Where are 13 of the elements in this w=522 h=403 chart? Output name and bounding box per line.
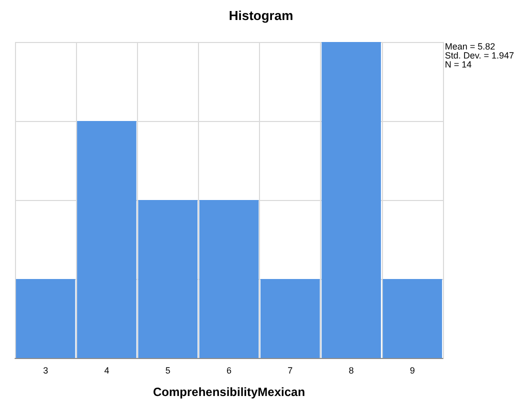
bar bbox=[382, 279, 442, 358]
x-tick-label: 6 bbox=[226, 366, 232, 376]
x-axis-title: ComprehensibilityMexican bbox=[152, 385, 306, 399]
chart-title: Histogram bbox=[228, 8, 294, 23]
bar bbox=[16, 279, 76, 358]
x-tick-label: 3 bbox=[43, 366, 48, 376]
text: Mean = 5.82 Std. Dev. = 1.947 N = 14 bbox=[444, 42, 514, 70]
x-tick-label: 5 bbox=[165, 366, 170, 376]
x-tick-label: 9 bbox=[410, 366, 415, 376]
x-tick-label: 7 bbox=[288, 366, 293, 376]
x-tick-label: 8 bbox=[348, 366, 354, 376]
bar bbox=[199, 200, 259, 358]
x-tick-label: 4 bbox=[104, 366, 110, 376]
